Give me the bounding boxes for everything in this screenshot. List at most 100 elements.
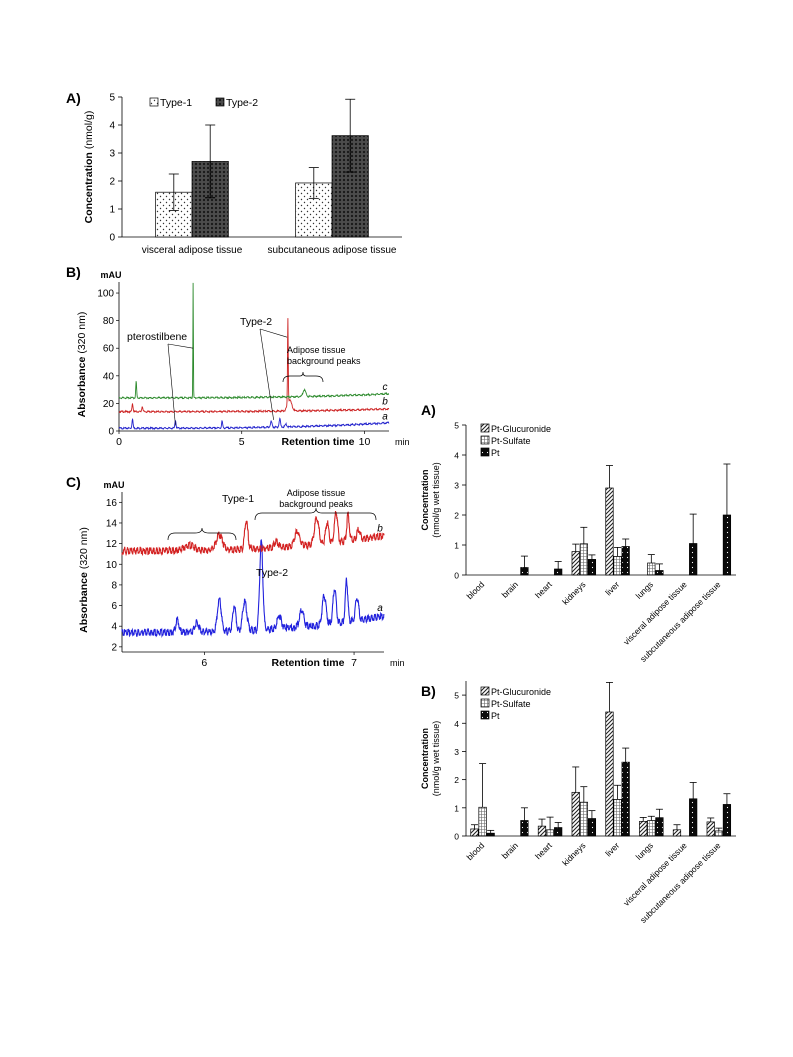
y-axis-label-unit: (nmol/g wet tissue) <box>431 462 441 538</box>
y-axis-label-title: Absorbance <box>78 572 90 633</box>
category-label: kidneys <box>560 579 587 606</box>
chromatogram-full: B) mAU 0 20 40 60 80 100 0 5 10 Retention time min Ab… <box>66 264 410 448</box>
legend-label: Pt <box>491 711 500 721</box>
y-tick-label: 1 <box>454 541 459 551</box>
x-tick-label: 7 <box>351 657 357 669</box>
annotation-brace <box>282 371 324 383</box>
bar-Pt-Sulfate-blood <box>478 806 487 837</box>
y-tick-label: 2 <box>109 177 115 188</box>
category-label: liver <box>603 579 621 597</box>
y-tick-label: 4 <box>109 121 115 132</box>
annotation-background: background peaks <box>287 356 361 366</box>
trace-b <box>121 510 385 557</box>
leader-line <box>167 343 194 349</box>
category-label: brain <box>500 840 521 861</box>
bar-Pt-Sulfate-liver <box>613 556 622 576</box>
panel-label: A) <box>421 402 436 418</box>
panel-label: A) <box>66 90 81 106</box>
bar-Pt-visceral adipose tissue <box>689 543 698 576</box>
y-tick-label: 5 <box>109 93 115 104</box>
trace-label-b: b <box>377 523 383 534</box>
annotation-adipose: Adipose tissue <box>287 345 346 355</box>
y-tick-label: 14 <box>106 518 118 529</box>
bar-Type-2-subcutaneous adipose tissue <box>331 135 369 238</box>
y-tick-label: 0 <box>108 427 114 438</box>
category-label: heart <box>533 579 554 600</box>
y-tick-label: 16 <box>106 498 118 509</box>
trace-a <box>121 539 385 639</box>
bar-Pt-Sulfate-lungs <box>647 562 656 576</box>
y-tick-label: 4 <box>111 622 117 633</box>
bar-Pt-visceral adipose tissue <box>689 798 698 837</box>
category-label: blood <box>465 840 487 862</box>
bar-Pt-liver <box>621 546 630 576</box>
legend-swatch <box>480 686 490 696</box>
y-tick-label: 6 <box>111 601 117 612</box>
legend-swatch <box>480 435 490 445</box>
y-axis-label-unit: (320 nm) <box>78 527 90 569</box>
bar-Pt-subcutaneous adipose tissue <box>722 514 732 576</box>
y-tick-label: 80 <box>103 316 115 327</box>
leader-line <box>259 328 274 421</box>
category-label: liver <box>603 840 621 858</box>
trace-b <box>118 318 390 414</box>
y-axis-label-unit: (320 nm) <box>76 312 88 354</box>
annotation-pterostilbene: pterostilbene <box>127 331 187 343</box>
legend-label: Pt-Glucuronide <box>491 424 551 434</box>
bar-Pt-lungs <box>655 570 664 576</box>
legend-swatch <box>215 97 225 107</box>
y-tick-label: 5 <box>454 421 459 431</box>
legend-swatch <box>480 698 490 708</box>
category-label: visceral adipose tissue <box>621 579 689 647</box>
bar-Pt-lungs <box>655 817 664 837</box>
x-unit: min <box>390 658 405 668</box>
bar-Pt-kidneys <box>587 559 597 576</box>
annotation-adipose: Adipose tissue <box>287 488 346 498</box>
bar-Pt-brain <box>520 820 529 837</box>
legend-label: Pt-Sulfate <box>491 699 531 709</box>
legend-label: Pt-Glucuronide <box>491 687 551 697</box>
trace-label-b: b <box>382 397 388 408</box>
y-axis-label-unit: (nmol/g) <box>83 111 95 150</box>
bar-Pt-Glucuronide-kidneys <box>571 551 580 576</box>
y-tick-label: 2 <box>454 511 459 521</box>
y-unit: mAU <box>103 480 124 490</box>
category-label: heart <box>533 840 554 861</box>
leader-line <box>259 328 288 338</box>
bar-Pt-Sulfate-kidneys <box>579 801 588 837</box>
y-tick-label: 1 <box>109 205 115 216</box>
bar-Pt-liver <box>621 761 630 837</box>
y-axis-label: Absorbance (320 nm) <box>76 312 88 418</box>
bar-Pt-Glucuronide-kidneys <box>571 791 580 837</box>
x-tick-label: 5 <box>239 436 245 448</box>
bar-Pt-Sulfate-subcutaneous adipose tissue <box>714 830 723 837</box>
category-label: subcutaneous adipose tissue <box>268 245 397 256</box>
y-axis-label-title: Concentration <box>83 152 95 223</box>
bar-Pt-subcutaneous adipose tissue <box>722 804 732 837</box>
bar-Pt-heart <box>554 827 563 837</box>
bar-Pt-Glucuronide-lungs <box>639 820 648 837</box>
category-label: brain <box>500 579 521 600</box>
chromatogram-zoom: C) mAU 2 4 6 8 10 12 14 16 6 7 Retention time min Abso… <box>66 474 405 669</box>
y-tick-label: 12 <box>106 539 118 550</box>
y-tick-label: 20 <box>103 399 115 410</box>
category-label: visceral adipose tissue <box>142 245 243 256</box>
y-tick-label: 8 <box>111 580 117 591</box>
trace-label-a: a <box>377 603 383 614</box>
category-label: visceral adipose tissue <box>621 840 689 908</box>
y-tick-label: 2 <box>111 642 117 653</box>
trace-label-a: a <box>382 412 388 423</box>
y-tick-label: 3 <box>454 747 459 757</box>
leader-line <box>167 343 176 426</box>
annotation-type-2: Type-2 <box>240 316 272 328</box>
y-tick-label: 2 <box>454 775 459 785</box>
legend-swatch <box>149 97 159 107</box>
y-tick-label: 1 <box>454 803 459 813</box>
y-tick-label: 4 <box>454 451 459 461</box>
y-unit: mAU <box>100 270 121 280</box>
x-tick-label: 0 <box>116 436 122 448</box>
annotation-type-2: Type-2 <box>256 567 288 579</box>
bar-Type-1-subcutaneous adipose tissue <box>295 182 333 238</box>
y-tick-label: 3 <box>454 481 459 491</box>
